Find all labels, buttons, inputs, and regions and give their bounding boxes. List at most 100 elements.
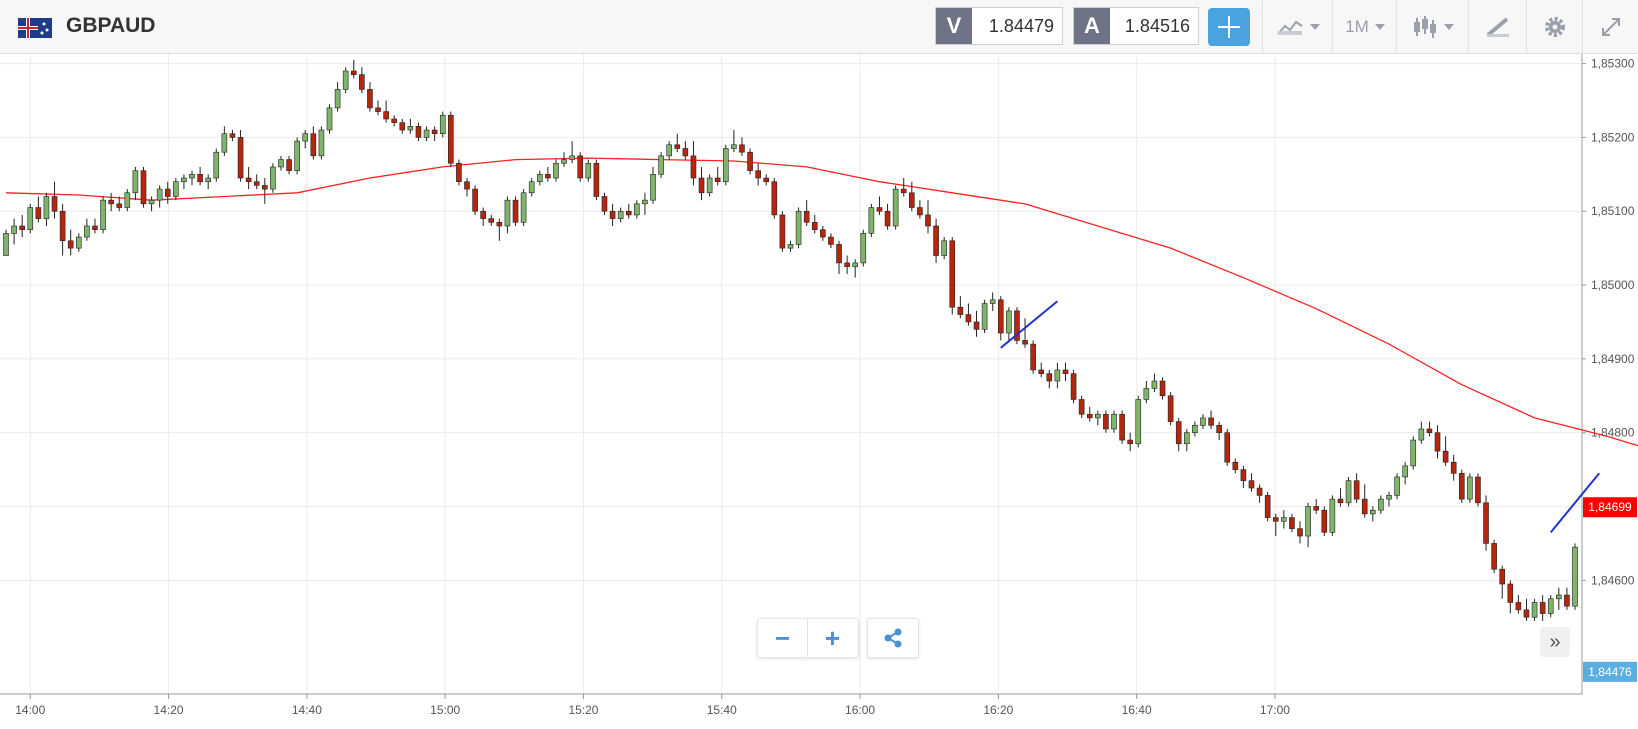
candle-body-up	[294, 140, 300, 171]
candle-body-down	[431, 129, 438, 135]
candle-body-up	[860, 233, 867, 264]
candle-body-down	[771, 181, 778, 216]
candle-body-down	[1289, 517, 1295, 529]
settings-button[interactable]	[1526, 0, 1583, 53]
candle-body-up	[132, 170, 139, 194]
candle-body-down	[286, 159, 292, 171]
candle-body-down	[415, 126, 422, 138]
candle-body-down	[262, 185, 268, 190]
candle-body-down	[949, 240, 956, 308]
candle-body-down	[1564, 594, 1570, 607]
candle-body-up	[795, 210, 802, 245]
candle-body-down	[1507, 583, 1514, 603]
candle-body-down	[253, 181, 260, 186]
zoom-out-button[interactable]: −	[758, 619, 808, 657]
price-tag-bg	[1583, 661, 1637, 682]
candle-body-up	[892, 188, 899, 227]
candle-body-down	[609, 210, 616, 219]
candle-body-up	[1183, 432, 1190, 445]
candle-body-up	[1467, 476, 1473, 500]
y-tick-label: 1,85000	[1591, 278, 1635, 292]
candle-body-up	[1054, 369, 1061, 382]
candle-body-down	[674, 144, 681, 149]
crosshair-button[interactable]	[1208, 8, 1250, 46]
candle-body-up	[407, 126, 414, 131]
candle-body-up	[124, 192, 131, 208]
candle-body-up	[1200, 417, 1206, 426]
y-tick-label: 1,84900	[1591, 352, 1635, 366]
price-chart[interactable]: 1,85300 1,85200 1,85100 1,85000 1,84900 1,848…	[0, 54, 1638, 729]
zoom-in-button[interactable]: +	[824, 622, 841, 653]
x-tick-label: 14:20	[154, 703, 184, 717]
candle-body-down	[739, 144, 745, 153]
drawing-tools-button[interactable]	[1468, 0, 1527, 53]
moving-average-line	[5, 157, 1638, 447]
candle-body-down	[1426, 428, 1433, 433]
timeframe-label: 1M	[1345, 16, 1369, 36]
candle-body-up	[658, 155, 664, 175]
candle-body-up	[1151, 380, 1158, 389]
candle-body-up	[326, 107, 333, 131]
candle-body-up	[1006, 310, 1012, 334]
candle-body-up	[1386, 495, 1392, 500]
candle-body-down	[310, 133, 317, 157]
candle-body-down	[690, 155, 697, 179]
candle-body-up	[1345, 480, 1352, 504]
candle-body-down	[1539, 602, 1546, 614]
candle-body-down	[1216, 425, 1222, 433]
candle-body-up	[868, 207, 875, 234]
candle-body-down	[399, 122, 406, 131]
candle-body-down	[820, 229, 826, 238]
candle-body-down	[1103, 413, 1109, 430]
candle-body-up	[1095, 413, 1101, 419]
share-icon	[884, 628, 901, 648]
scroll-to-latest-button[interactable]: »	[1540, 627, 1570, 657]
candle-body-up	[181, 177, 187, 183]
candle-body-up	[561, 159, 567, 164]
candle-body-down	[1499, 568, 1506, 585]
candle-body-down	[375, 107, 381, 112]
candle-body-down	[1458, 472, 1465, 500]
buy-price: 1.84516	[1124, 16, 1190, 36]
candle-body-down	[350, 70, 357, 75]
candle-body-up	[100, 199, 106, 230]
chart-type-button[interactable]	[1262, 0, 1333, 53]
buy-price-button[interactable]: A 1.84516	[1073, 7, 1199, 45]
candle-body-up	[722, 148, 729, 183]
candle-body-down	[1523, 609, 1530, 618]
candle-body-up	[520, 192, 527, 223]
candle-body-up	[75, 236, 82, 249]
line-chart-icon	[1277, 20, 1303, 35]
candle-body-down	[1264, 495, 1271, 518]
timeframe-button[interactable]: 1M	[1332, 0, 1397, 53]
candle-body-up	[536, 174, 543, 183]
fullscreen-button[interactable]	[1582, 0, 1638, 53]
candle-body-down	[763, 177, 770, 183]
candle-body-down	[472, 188, 478, 212]
x-tick-label: 16:40	[1122, 703, 1152, 717]
candle-body-down	[900, 188, 907, 194]
candle-body-down	[714, 177, 721, 183]
candle-body-down	[1119, 413, 1125, 441]
candle-body-up	[205, 177, 211, 183]
candle-body-up	[221, 133, 228, 153]
candlestick-icon	[1414, 15, 1436, 38]
x-tick-label: 15:20	[568, 703, 598, 717]
trendline	[1549, 472, 1601, 533]
candle-body-up	[342, 70, 349, 90]
candle-body-up	[731, 144, 737, 149]
candle-body-down	[1167, 395, 1174, 422]
candle-body-up	[334, 89, 341, 109]
candle-body-up	[27, 207, 34, 230]
candle-style-button[interactable]	[1396, 0, 1469, 53]
share-button[interactable]	[867, 618, 919, 658]
candle-body-down	[1272, 517, 1279, 522]
candle-body-down	[698, 177, 705, 194]
candle-body-up	[1394, 476, 1400, 496]
candle-body-down	[1515, 602, 1522, 611]
sell-price-button[interactable]: V 1.84479	[935, 7, 1063, 45]
candle-body-up	[650, 174, 656, 201]
candle-body-up	[213, 151, 220, 179]
candle-body-down	[1321, 509, 1328, 533]
candle-body-up	[1572, 546, 1578, 607]
